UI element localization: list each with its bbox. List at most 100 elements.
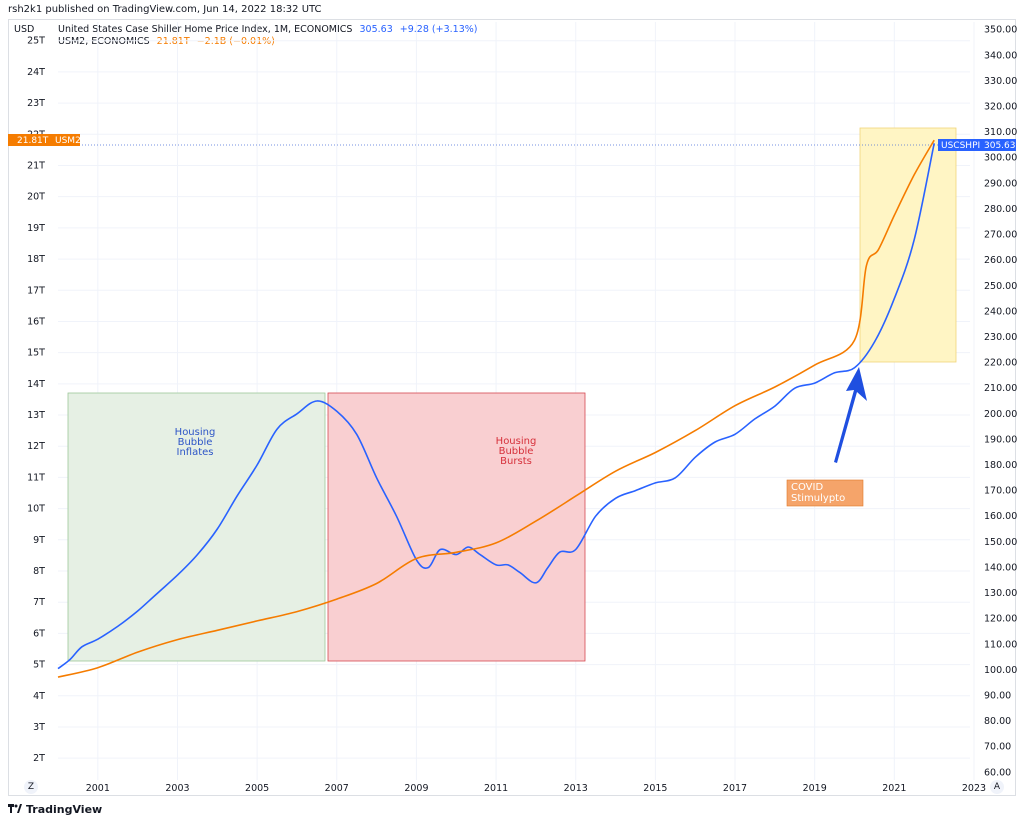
left-tick-label: 4T bbox=[33, 691, 45, 702]
x-tick-label: 2003 bbox=[165, 783, 189, 794]
right-tick-label: 120.00 bbox=[984, 614, 1017, 625]
right-axis: 350.00 340.00 330.00 320.00 310.00 300.00 290.… bbox=[984, 25, 1017, 779]
left-tick-label: 19T bbox=[27, 223, 45, 234]
x-tick-label: 2019 bbox=[803, 783, 827, 794]
x-tick-label: 2009 bbox=[404, 783, 428, 794]
left-tick-label: 7T bbox=[33, 597, 45, 608]
right-tick-label: 240.00 bbox=[984, 306, 1017, 317]
z-button[interactable]: Z bbox=[24, 780, 38, 794]
burst-label-1: Housing bbox=[496, 436, 537, 447]
covid-arrow bbox=[834, 367, 867, 463]
x-tick-label: 2021 bbox=[882, 783, 906, 794]
left-tick-label: 20T bbox=[27, 192, 45, 203]
left-tick-label: 12T bbox=[27, 441, 45, 452]
right-tick-label: 190.00 bbox=[984, 434, 1017, 445]
right-tick-label: 280.00 bbox=[984, 204, 1017, 215]
tv-logo-icon bbox=[8, 803, 22, 816]
footer-brand: TradingView bbox=[26, 803, 103, 816]
uscshpi-tag-value: 305.63 bbox=[984, 141, 1016, 151]
inflate-label-2: Bubble bbox=[178, 437, 213, 448]
covid-box bbox=[859, 127, 957, 363]
right-tick-label: 220.00 bbox=[984, 358, 1017, 369]
x-axis: 2001 2003 2005 2007 2009 2011 2013 2015 2017 2019… bbox=[86, 783, 986, 794]
covid-label-box bbox=[786, 479, 864, 507]
x-tick-label: 2013 bbox=[564, 783, 588, 794]
legend-hpi[interactable]: United States Case Shiller Home Price In… bbox=[58, 24, 481, 35]
right-tick-label: 310.00 bbox=[984, 127, 1017, 138]
left-tick-label: 18T bbox=[27, 254, 45, 265]
x-tick-label: 2007 bbox=[325, 783, 349, 794]
left-tick-label: 25T bbox=[27, 36, 45, 47]
grid bbox=[58, 22, 975, 780]
right-tick-label: 260.00 bbox=[984, 255, 1017, 266]
right-tick-label: 160.00 bbox=[984, 511, 1017, 522]
left-tick-label: 15T bbox=[27, 348, 45, 359]
tradingview-logo[interactable]: TradingView bbox=[8, 803, 102, 816]
right-tick-label: 350.00 bbox=[984, 25, 1017, 36]
usm2-tag-label: USM2 bbox=[55, 136, 81, 146]
left-tick-label: 21T bbox=[27, 160, 45, 171]
usm2-tag-bg bbox=[8, 134, 80, 146]
legend-m2[interactable]: USM2, ECONOMICS 21.81T −2.1B (−0.01%) bbox=[58, 36, 279, 47]
inflate-box bbox=[67, 392, 326, 662]
left-tick-label: 14T bbox=[27, 379, 45, 390]
legend-hpi-change: +9.28 (+3.13%) bbox=[399, 24, 478, 35]
publish-caption: rsh2k1 published on TradingView.com, Jun… bbox=[8, 4, 322, 15]
left-tick-label: 17T bbox=[27, 285, 45, 296]
right-tick-label: 300.00 bbox=[984, 153, 1017, 164]
burst-box bbox=[327, 392, 586, 662]
right-tick-label: 130.00 bbox=[984, 588, 1017, 599]
x-tick-label: 2011 bbox=[484, 783, 508, 794]
right-tick-label: 80.00 bbox=[984, 716, 1011, 727]
left-tick-label: 2T bbox=[33, 753, 45, 764]
covid-label-1: COVID bbox=[791, 482, 823, 493]
right-tick-label: 250.00 bbox=[984, 281, 1017, 292]
right-tick-label: 270.00 bbox=[984, 230, 1017, 241]
x-tick-label: 2017 bbox=[723, 783, 747, 794]
right-tick-label: 150.00 bbox=[984, 537, 1017, 548]
right-tick-label: 230.00 bbox=[984, 332, 1017, 343]
right-tick-label: 70.00 bbox=[984, 742, 1011, 753]
right-tick-label: 290.00 bbox=[984, 178, 1017, 189]
right-tick-label: 320.00 bbox=[984, 102, 1017, 113]
x-tick-label: 2023 bbox=[962, 783, 986, 794]
inflate-label-3: Inflates bbox=[177, 447, 214, 458]
left-tick-label: 6T bbox=[33, 628, 45, 639]
right-tick-label: 210.00 bbox=[984, 383, 1017, 394]
burst-label-3: Bursts bbox=[500, 456, 532, 467]
legend-m2-name: USM2, ECONOMICS bbox=[58, 36, 150, 47]
inflate-label-1: Housing bbox=[175, 427, 216, 438]
left-tick-label: 24T bbox=[27, 67, 45, 78]
legend-m2-change: −2.1B (−0.01%) bbox=[196, 36, 275, 47]
left-tick-label: 3T bbox=[33, 722, 45, 733]
left-tick-label: 13T bbox=[27, 410, 45, 421]
left-axis-unit: USD bbox=[14, 24, 35, 35]
x-tick-label: 2015 bbox=[643, 783, 667, 794]
x-tick-label: 2005 bbox=[245, 783, 269, 794]
series-line-usm2 bbox=[57, 139, 935, 678]
right-tick-label: 170.00 bbox=[984, 486, 1017, 497]
left-tick-label: 16T bbox=[27, 316, 45, 327]
uscshpi-tag-bg bbox=[938, 139, 1016, 151]
right-tick-label: 340.00 bbox=[984, 50, 1017, 61]
right-tick-label: 90.00 bbox=[984, 690, 1011, 701]
right-tick-label: 100.00 bbox=[984, 665, 1017, 676]
left-tick-label: 10T bbox=[27, 504, 45, 515]
auto-scale-button[interactable]: A bbox=[990, 780, 1004, 794]
right-tick-label: 330.00 bbox=[984, 76, 1017, 87]
right-tick-label: 200.00 bbox=[984, 409, 1017, 420]
uscshpi-tag-label: USCSHPI bbox=[941, 141, 980, 151]
right-tick-label: 60.00 bbox=[984, 767, 1011, 778]
legend-hpi-name: United States Case Shiller Home Price In… bbox=[58, 24, 353, 35]
covid-label-2: Stimulypto bbox=[791, 493, 845, 504]
right-tick-label: 180.00 bbox=[984, 460, 1017, 471]
x-tick-label: 2001 bbox=[86, 783, 110, 794]
left-tick-label: 11T bbox=[27, 472, 45, 483]
legend-m2-value: 21.81T bbox=[156, 36, 190, 47]
left-tick-label: 8T bbox=[33, 566, 45, 577]
right-tick-label: 140.00 bbox=[984, 562, 1017, 573]
usm2-tag-value: 21.81T bbox=[17, 136, 49, 146]
chart-frame bbox=[8, 19, 1016, 796]
left-tick-label: 9T bbox=[33, 535, 45, 546]
